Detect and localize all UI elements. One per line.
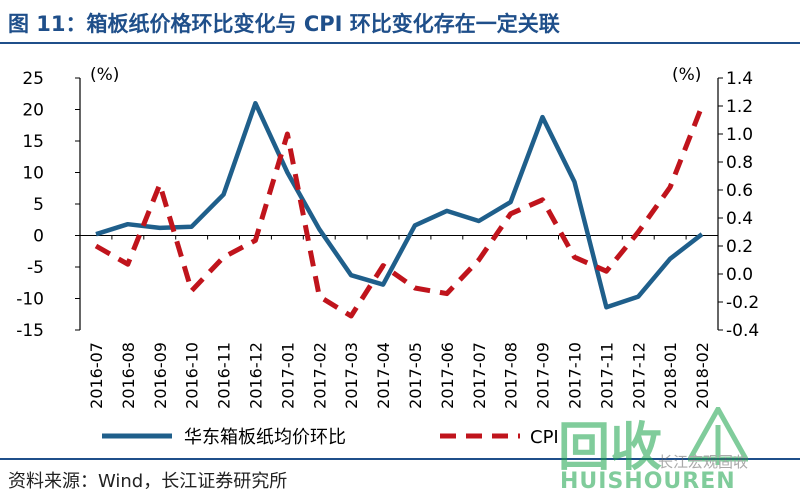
title-rule (0, 42, 800, 44)
x-axis-tick-label: 2017-04 (374, 342, 393, 409)
x-axis-tick-label: 2017-05 (406, 342, 425, 409)
watermark-subtext: HUISHOUREN (560, 469, 736, 494)
left-axis-tick-label: 0 (33, 227, 44, 247)
x-axis-tick-label: 2017-02 (310, 342, 329, 409)
right-axis-tick-label: 1.4 (726, 69, 753, 89)
x-axis-tick-label: 2016-11 (215, 342, 234, 409)
right-axis-unit: (%) (672, 65, 701, 85)
left-axis-tick-label: 15 (22, 132, 44, 152)
right-axis-tick-label: -0.4 (726, 321, 759, 341)
x-axis-tick-label: 2017-12 (629, 342, 648, 409)
x-axis-tick-label: 2016-08 (119, 342, 138, 409)
legend-label-cpi: CPI (530, 427, 559, 448)
x-axis-tick-label: 2017-08 (502, 342, 521, 409)
series-line-boxboard-price (95, 100, 704, 310)
left-axis-tick-label: -10 (16, 290, 44, 310)
x-axis-tick-label: 2017-07 (470, 342, 489, 409)
right-axis-tick-label: -0.2 (726, 293, 759, 313)
x-axis-tick-label: 2016-10 (183, 342, 202, 409)
x-axis-tick-label: 2017-01 (278, 342, 297, 409)
x-axis-tick-label: 2016-07 (87, 342, 106, 409)
series-layer (94, 100, 705, 319)
right-axis-tick-label: 0.6 (726, 181, 753, 201)
x-axis-tick-label: 2016-09 (151, 342, 170, 409)
legend: 华东箱板纸均价环比 CPI (102, 427, 559, 448)
right-axis-tick-label: 0.8 (726, 153, 753, 173)
chart-title: 图 11：箱板纸价格环比变化与 CPI 环比变化存在一定关联 (8, 12, 560, 36)
left-axis-tick-label: 20 (22, 101, 44, 121)
x-axis-tick-label: 2017-10 (565, 342, 584, 409)
right-axis-tick-label: 1.0 (726, 125, 753, 145)
legend-label-boxboard-price: 华东箱板纸均价环比 (184, 427, 346, 448)
left-axis-tick-label: 25 (22, 69, 44, 89)
right-axis-tick-label: 1.2 (726, 97, 753, 117)
line-chart: 25 20 15 10 5 0 -5 -10 -15 (%) 1.4 1.2 1.0 0.8 0.6 0.4 0… (16, 65, 759, 448)
series-line-cpi (94, 105, 705, 319)
left-axis-tick-label: -15 (16, 321, 44, 341)
left-axis-tick-label: -5 (27, 258, 44, 278)
bottom-rule (0, 458, 800, 460)
left-axis-unit: (%) (90, 65, 119, 85)
right-axis-tick-label: 0.0 (726, 265, 753, 285)
left-axis-tick-label: 5 (33, 195, 44, 215)
axes-group: 25 20 15 10 5 0 -5 -10 -15 (%) 1.4 1.2 1.0 0.8 0.6 0.4 0… (16, 65, 759, 409)
x-axis-tick-label: 2016-12 (246, 342, 265, 409)
right-axis-tick-label: 0.4 (726, 209, 753, 229)
title-bar: 图 11：箱板纸价格环比变化与 CPI 环比变化存在一定关联 (0, 0, 800, 44)
right-axis-tick-label: 0.2 (726, 237, 753, 257)
x-axis-tick-label: 2018-02 (693, 342, 712, 409)
x-axis-tick-label: 2017-03 (342, 342, 361, 409)
x-axis-tick-label: 2017-11 (597, 342, 616, 409)
x-axis-tick-label: 2017-06 (438, 342, 457, 409)
x-axis-tick-label: 2018-01 (661, 342, 680, 409)
x-axis-tick-label: 2017-09 (534, 342, 553, 409)
source-note: 资料来源：Wind，长江证券研究所 (8, 471, 288, 492)
left-axis-tick-label: 10 (22, 164, 44, 184)
